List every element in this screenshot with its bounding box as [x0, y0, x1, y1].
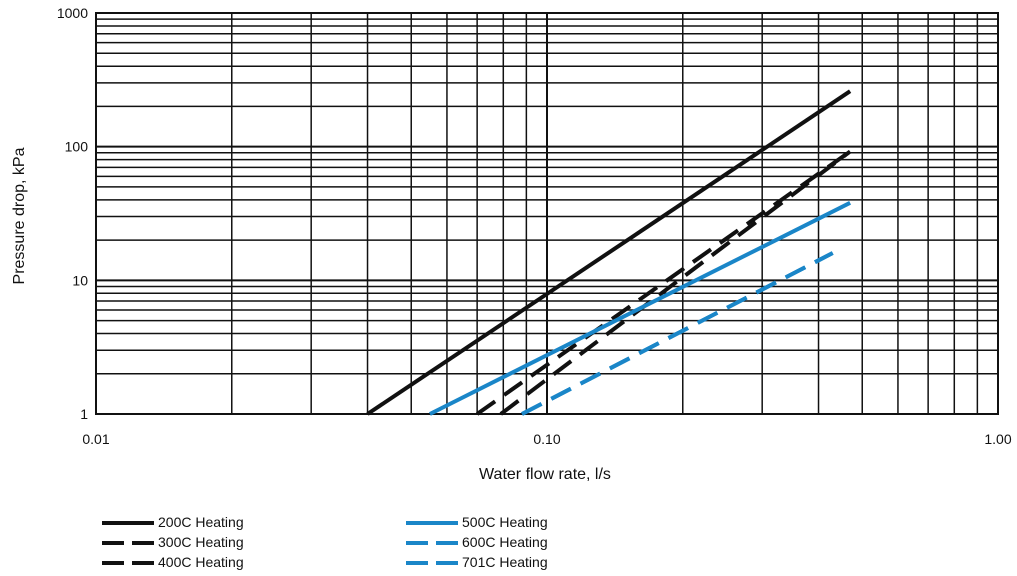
- x-axis-label: Water flow rate, l/s: [479, 466, 611, 483]
- y-tick-label: 10: [72, 272, 88, 288]
- y-tick-label: 1000: [57, 5, 88, 21]
- series-layer: [366, 89, 852, 416]
- legend-label: 300C Heating: [158, 534, 244, 550]
- series-line-1: [366, 89, 852, 416]
- x-tick-label: 1.00: [984, 431, 1011, 447]
- series-line-6: [521, 251, 834, 416]
- legend-label: 500C Heating: [462, 514, 548, 530]
- grid: [95, 13, 998, 415]
- legend-label: 400C Heating: [158, 554, 244, 570]
- y-axis-label: Pressure drop, kPa: [11, 147, 28, 284]
- series-line-4: [429, 201, 851, 416]
- legend: 200C Heating 300C Heating 400C Heating 500C…: [102, 514, 548, 570]
- series-line-3: [499, 149, 852, 416]
- x-tick-label: 0.01: [82, 431, 109, 447]
- legend-label: 200C Heating: [158, 514, 244, 530]
- y-tick-label: 100: [65, 139, 89, 155]
- legend-label: 600C Heating: [462, 534, 548, 550]
- y-tick-label: 1: [80, 406, 88, 422]
- x-tick-label: 0.10: [533, 431, 560, 447]
- tick-labels: 0.01 0.10 1.00 1 10 100 1000: [57, 5, 1012, 447]
- plot-frame: [95, 12, 999, 415]
- series-line-2: [475, 149, 852, 416]
- legend-label: 701C Heating: [462, 554, 548, 570]
